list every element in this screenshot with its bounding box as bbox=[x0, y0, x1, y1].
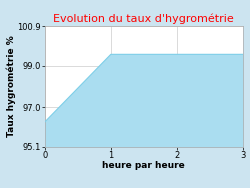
X-axis label: heure par heure: heure par heure bbox=[102, 161, 185, 170]
Title: Evolution du taux d'hygrométrie: Evolution du taux d'hygrométrie bbox=[54, 14, 234, 24]
Y-axis label: Taux hygrométrie %: Taux hygrométrie % bbox=[6, 36, 16, 137]
